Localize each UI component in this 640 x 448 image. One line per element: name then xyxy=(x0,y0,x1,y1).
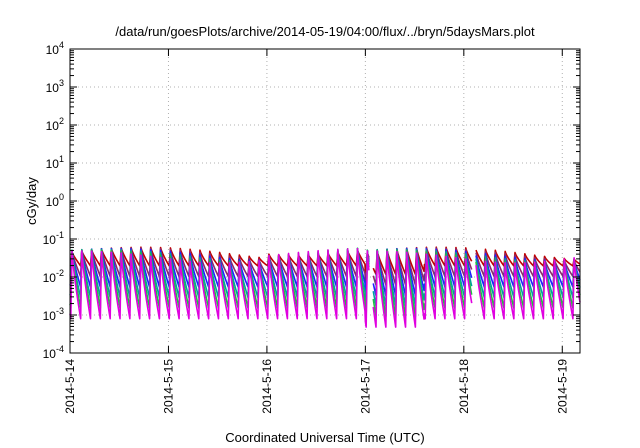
axis-ticks: 10-4 10-3 10-2 10-1 100 101 102 103 104 2014-5-14… xyxy=(43,40,580,414)
x-tick-label: 2014-5-14 xyxy=(63,359,77,414)
series-group xyxy=(69,246,581,328)
y-tick-label: 103 xyxy=(46,78,64,95)
series-line xyxy=(69,247,581,328)
y-tick-label: 102 xyxy=(46,116,64,133)
x-axis-title: Coordinated Universal Time (UTC) xyxy=(225,430,424,445)
x-tick-label: 2014-5-19 xyxy=(555,359,569,414)
y-tick-label: 10-4 xyxy=(43,344,64,361)
y-tick-label: 10-1 xyxy=(43,230,64,247)
y-tick-label: 104 xyxy=(46,40,64,57)
x-tick-label: 2014-5-16 xyxy=(260,359,274,414)
y-tick-label: 10-2 xyxy=(43,268,64,285)
x-tick-label: 2014-5-15 xyxy=(161,359,175,414)
y-tick-label: 101 xyxy=(46,154,64,171)
y-axis-title: cGy/day xyxy=(24,177,39,225)
x-tick-label: 2014-5-18 xyxy=(457,359,471,414)
x-tick-label: 2014-5-17 xyxy=(358,359,372,414)
y-tick-label: 10-3 xyxy=(43,306,64,323)
chart-title: /data/run/goesPlots/archive/2014-05-19/0… xyxy=(115,24,535,39)
y-tick-label: 100 xyxy=(46,192,64,209)
